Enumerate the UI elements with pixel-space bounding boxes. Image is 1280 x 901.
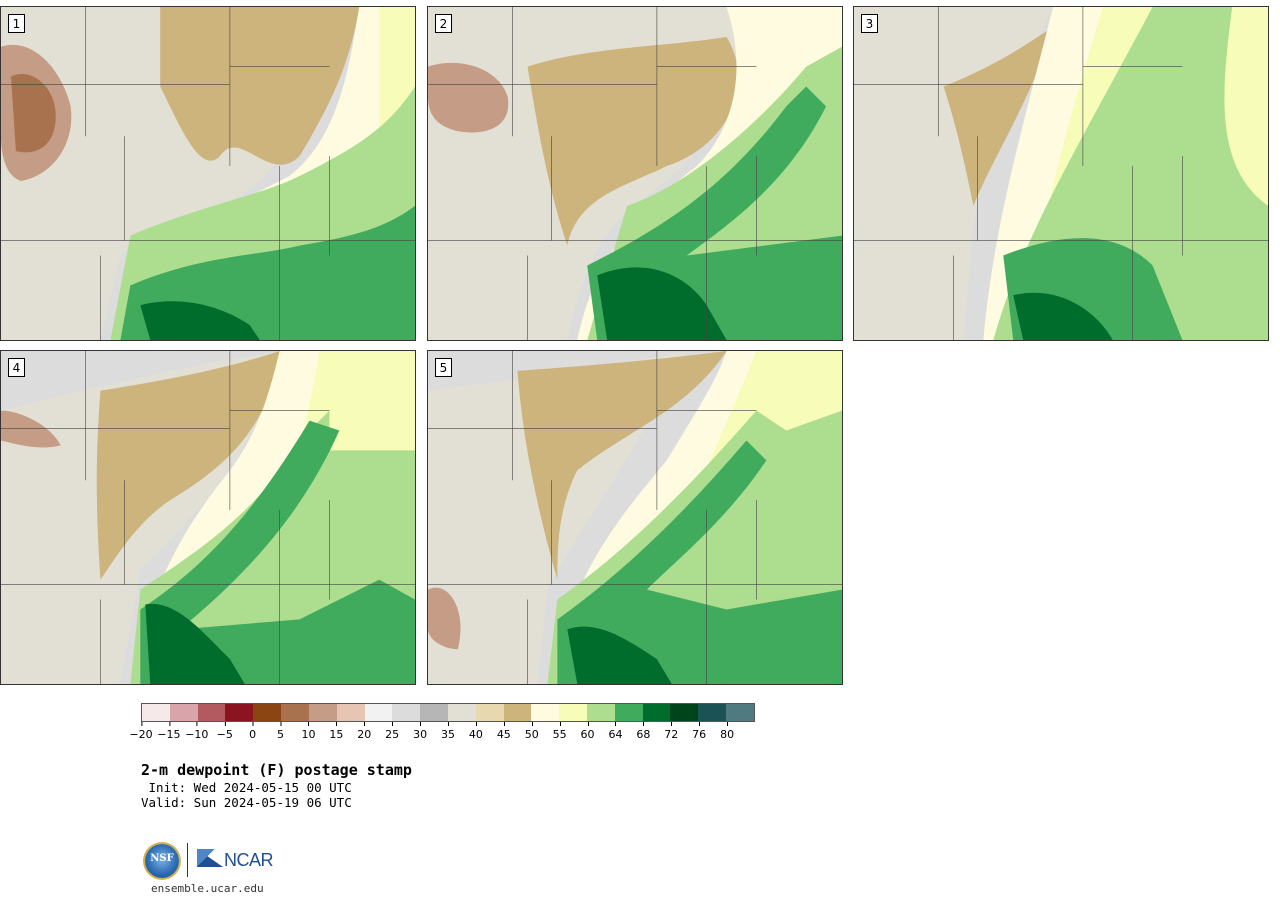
colorbar-swatch [447, 704, 476, 721]
dewpoint-region [160, 7, 360, 165]
colorbar-swatch [281, 704, 309, 721]
dewpoint-region [428, 587, 461, 650]
colorbar-swatch [308, 704, 337, 721]
panel-number: 3 [861, 14, 878, 33]
dewpoint-region [943, 26, 1054, 206]
panel-number: 4 [8, 358, 25, 377]
dewpoint-region [557, 440, 842, 684]
colorbar-swatch [420, 704, 448, 721]
colorbar-swatch [531, 704, 560, 721]
dewpoint-region [1013, 292, 1113, 340]
colorbar-swatch [197, 704, 226, 721]
panel-number: 5 [435, 358, 452, 377]
dewpoint-region [517, 351, 727, 580]
colorbar-tick-label: 25 [385, 722, 400, 741]
colorbar-swatch [169, 704, 198, 721]
dewpoint-region [567, 626, 672, 684]
stamp-panel-5: 5 [427, 350, 843, 685]
colorbar-swatch [503, 704, 532, 721]
colorbar-tick-label: 0 [249, 722, 257, 741]
colorbar-swatch [253, 704, 282, 721]
dewpoint-region [140, 420, 415, 684]
colorbar-tick-label: 20 [357, 722, 372, 741]
init-time: Init: Wed 2024-05-15 00 UTC [141, 780, 352, 795]
colorbar-tick-label: 68 [636, 722, 651, 741]
dewpoint-region [96, 351, 280, 580]
dewpoint-colorbar [141, 703, 755, 722]
colorbar-swatch [142, 704, 170, 721]
colorbar-tick-label: 35 [441, 722, 455, 741]
stamp-panel-3: 3 [853, 6, 1269, 341]
plot-title: 2-m dewpoint (F) postage stamp [141, 761, 412, 779]
valid-time: Valid: Sun 2024-05-19 06 UTC [141, 795, 352, 810]
colorbar-swatch [225, 704, 254, 721]
stamp-panel-4: 4 [0, 350, 416, 685]
colorbar-swatch [670, 704, 699, 721]
nsf-logo-text: NSF [150, 853, 174, 864]
colorbar-tick-label: 55 [552, 722, 567, 741]
stamp-panel-2: 2 [427, 6, 843, 341]
dewpoint-region [527, 36, 739, 246]
colorbar-swatch [642, 704, 671, 721]
dewpoint-map [428, 7, 842, 340]
dewpoint-map [854, 7, 1268, 340]
colorbar-tick-label: 5 [277, 722, 285, 741]
colorbar-tick-label: 80 [720, 722, 735, 741]
dewpoint-region [597, 267, 727, 340]
site-url: ensemble.ucar.edu [151, 882, 264, 895]
colorbar-tick-label: −15 [157, 722, 181, 741]
colorbar-swatch [336, 704, 365, 721]
dewpoint-map [428, 351, 842, 684]
dewpoint-map [1, 7, 415, 340]
logo-divider [187, 843, 188, 877]
colorbar-tick-label: −10 [185, 722, 209, 741]
dewpoint-region [1, 410, 61, 448]
colorbar-swatch [392, 704, 421, 721]
colorbar-tick-label: 15 [329, 722, 344, 741]
panel-number: 1 [8, 14, 25, 33]
colorbar-swatch [587, 704, 615, 721]
ncar-logo-text: NCAR [224, 850, 274, 870]
colorbar-tick-label: −5 [216, 722, 233, 741]
nsf-logo-icon [145, 844, 179, 878]
stamp-panel-1: 1 [0, 6, 416, 341]
colorbar-tick-label: 10 [301, 722, 316, 741]
colorbar-tick-label: 45 [496, 722, 511, 741]
colorbar-tick-label: 64 [608, 722, 623, 741]
colorbar-swatch [364, 704, 393, 721]
dewpoint-region [10, 73, 56, 153]
colorbar-swatch [614, 704, 643, 721]
colorbar-tick-label: 40 [468, 722, 483, 741]
colorbar-swatch [475, 704, 504, 721]
panel-number: 2 [435, 14, 452, 33]
colorbar-tick-label: 60 [580, 722, 595, 741]
colorbar-swatch [698, 704, 727, 721]
sponsor-logos: NSF NCAR [145, 843, 285, 879]
dewpoint-map [1, 351, 415, 684]
colorbar-swatch [559, 704, 587, 721]
colorbar-swatch [726, 704, 754, 721]
colorbar-tick-label: 30 [413, 722, 428, 741]
colorbar-tick-labels: −20 −15 −10 −5 0 5 10 15 20 25 30 35 40 45 50 55 60 64 68 7… [129, 722, 755, 742]
dewpoint-region [428, 62, 509, 133]
dewpoint-region [145, 603, 245, 684]
colorbar-tick-label: 72 [664, 722, 679, 741]
colorbar-tick-label: −20 [129, 722, 153, 741]
colorbar-tick-label: 50 [524, 722, 539, 741]
colorbar-tick-label: 76 [692, 722, 707, 741]
dewpoint-region [140, 301, 260, 340]
